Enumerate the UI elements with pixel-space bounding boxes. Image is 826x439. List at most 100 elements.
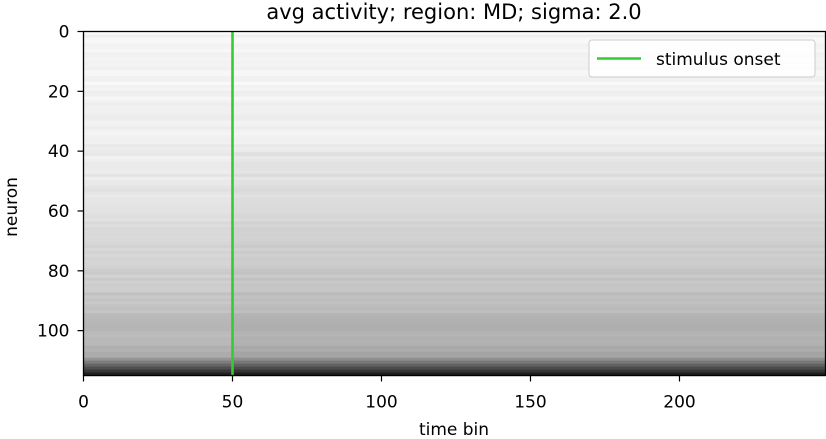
- heatmap-row: [83, 46, 826, 50]
- heatmap-row: [83, 156, 826, 160]
- chart-title: avg activity; region: MD; sigma: 2.0: [266, 0, 641, 24]
- heatmap-row: [83, 206, 826, 211]
- heatmap-row: [83, 221, 826, 225]
- heatmap-row: [83, 179, 826, 184]
- heatmap-row: [83, 61, 826, 65]
- heatmap-row: [83, 322, 826, 326]
- heatmap-row: [83, 117, 826, 122]
- y-tick-label: 80: [48, 262, 70, 282]
- heatmap-row: [83, 233, 826, 237]
- y-axis: 0 20 40 60 80 100: [37, 23, 84, 342]
- heatmap-row: [83, 360, 826, 365]
- x-tick-label: 0: [78, 393, 89, 413]
- heatmap-row: [83, 268, 826, 273]
- legend-entry-stimulus-onset: stimulus onset: [656, 50, 781, 70]
- heatmap-row: [83, 313, 826, 317]
- heatmap-row: [83, 197, 826, 202]
- heatmap-row: [83, 336, 826, 341]
- y-tick-label: 60: [48, 202, 70, 222]
- heatmap-row: [83, 123, 826, 127]
- x-tick-label: 150: [514, 393, 546, 413]
- heatmap-row: [83, 215, 826, 219]
- heatmap-row: [83, 203, 826, 208]
- heatmap-row: [83, 99, 826, 104]
- heatmap-row: [83, 271, 826, 276]
- heatmap-row: [83, 176, 826, 181]
- heatmap-row: [83, 105, 826, 110]
- heatmap-row: [83, 354, 826, 359]
- heatmap-row: [83, 96, 826, 101]
- heatmap-row: [83, 259, 826, 264]
- heatmap-row: [83, 295, 826, 299]
- heatmap-row: [83, 200, 826, 205]
- heatmap-row: [83, 277, 826, 282]
- heatmap-row: [83, 242, 826, 246]
- heatmap-row: [83, 227, 826, 231]
- heatmap-row: [83, 328, 826, 332]
- heatmap-row: [83, 369, 826, 374]
- heatmap-row: [83, 153, 826, 157]
- heatmap-row: [83, 114, 826, 119]
- heatmap-row: [83, 37, 826, 41]
- heatmap-row: [83, 138, 826, 142]
- y-tick-label: 100: [37, 322, 69, 342]
- heatmap-row: [83, 108, 826, 113]
- y-tick-label: 40: [48, 142, 70, 162]
- heatmap-row: [83, 366, 826, 371]
- heatmap-row: [83, 292, 826, 297]
- x-axis-label: time bin: [419, 420, 489, 439]
- heatmap-row: [83, 351, 826, 356]
- heatmap-row: [83, 75, 826, 80]
- heatmap-row: [83, 209, 826, 213]
- heatmap-row: [83, 173, 826, 178]
- heatmap-row: [83, 164, 826, 169]
- heatmap-row: [83, 262, 826, 267]
- heatmap-row: [83, 194, 826, 199]
- heatmap-row: [83, 40, 826, 44]
- y-tick-label: 20: [48, 82, 70, 102]
- x-tick-label: 200: [663, 393, 695, 413]
- heatmap-row: [83, 161, 826, 166]
- heatmap-row: [83, 67, 826, 71]
- heatmap-row: [83, 111, 826, 116]
- heatmap-row: [83, 170, 826, 175]
- heatmap-row: [83, 126, 826, 130]
- heatmap-row: [83, 73, 826, 77]
- heatmap-row: [83, 363, 826, 368]
- heatmap-row: [83, 58, 826, 62]
- heatmap-row: [83, 212, 826, 216]
- heatmap-row: [83, 135, 826, 139]
- heatmap-row: [83, 280, 826, 285]
- heatmap-row: [83, 49, 826, 53]
- heatmap-row: [83, 342, 826, 347]
- heatmap-row: [83, 129, 826, 133]
- heatmap-row: [83, 43, 826, 47]
- y-axis-label: neuron: [2, 177, 22, 237]
- heatmap-row: [83, 230, 826, 234]
- heatmap-row: [83, 286, 826, 291]
- heatmap-row: [83, 339, 826, 344]
- heatmap-row: [83, 185, 826, 190]
- heatmap-row: [83, 316, 826, 320]
- heatmap-row: [83, 345, 826, 350]
- heatmap-row: [83, 93, 826, 98]
- heatmap-row: [83, 307, 826, 311]
- heatmap-row: [83, 87, 826, 92]
- legend-box: [588, 39, 816, 78]
- heatmap-row: [83, 310, 826, 314]
- heatmap-row: [83, 274, 826, 279]
- heatmap-row: [83, 357, 826, 362]
- x-tick-label: 100: [365, 393, 397, 413]
- heatmap-row: [83, 102, 826, 107]
- heatmap-row: [83, 167, 826, 172]
- heatmap-row: [83, 325, 826, 329]
- x-tick-label: 50: [222, 393, 244, 413]
- heatmap-image: [83, 31, 826, 377]
- heatmap-row: [83, 319, 826, 323]
- heatmap-row: [83, 218, 826, 222]
- heatmap-row: [83, 64, 826, 68]
- heatmap-row: [83, 144, 826, 148]
- heatmap-row: [83, 298, 826, 302]
- heatmap-row: [83, 182, 826, 187]
